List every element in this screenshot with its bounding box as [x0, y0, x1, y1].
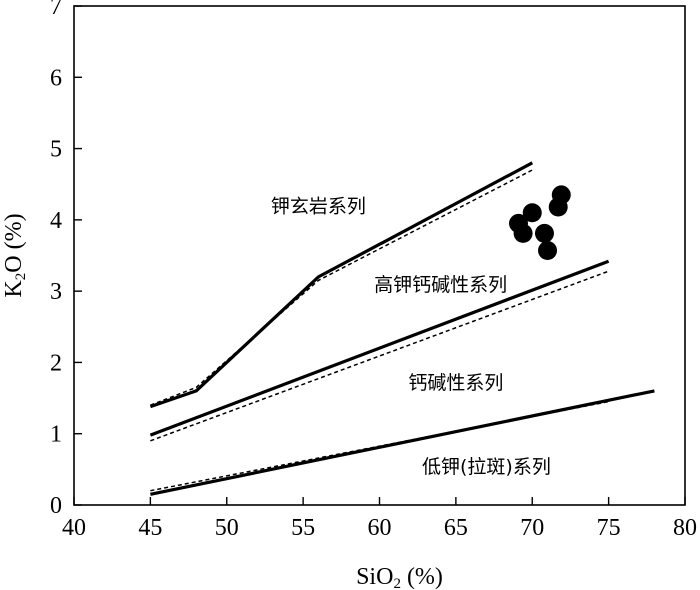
x-axis-title: SiO2 (%)	[356, 564, 443, 590]
sample-point	[534, 223, 554, 243]
y-tick-label: 6	[50, 65, 62, 91]
field-label: 高钾钙碱性系列	[374, 274, 507, 296]
y-tick-label: 2	[50, 350, 62, 376]
x-tick-label: 60	[368, 515, 392, 541]
x-tick-label: 70	[520, 515, 544, 541]
boundary-line-solid	[149, 259, 610, 437]
y-tick-label: 3	[50, 279, 62, 305]
x-tick-label: 55	[291, 515, 315, 541]
y-tick-label: 5	[50, 137, 62, 163]
y-axis-title: K2O (%)	[1, 213, 29, 297]
x-tick-label: 45	[138, 515, 162, 541]
x-tick-label: 50	[215, 515, 239, 541]
y-tick-label: 1	[50, 422, 62, 448]
x-tick-label: 65	[444, 515, 468, 541]
y-tick-label: 0	[50, 493, 62, 519]
boundary-line-solid	[150, 389, 655, 496]
y-tick-label: 7	[50, 0, 62, 20]
x-tick-label: 80	[673, 515, 697, 541]
boundary-lines	[149, 161, 655, 496]
x-tick-label: 40	[62, 515, 86, 541]
boundary-line-dashed	[150, 270, 609, 442]
field-label: 钾玄岩系列	[271, 196, 366, 218]
field-label: 钙碱性系列	[408, 372, 503, 394]
x-tick-label: 75	[597, 515, 621, 541]
sample-point	[538, 241, 558, 261]
sample-points	[509, 185, 571, 261]
sample-point	[551, 185, 571, 205]
sample-point	[522, 203, 542, 223]
boundary-line-solid	[149, 161, 534, 409]
boundary-line-dashed	[150, 169, 533, 406]
field-label: 低钾(拉斑)系列	[422, 456, 551, 478]
boundary-line-dashed	[150, 400, 609, 492]
sample-point	[513, 223, 533, 243]
y-tick-label: 4	[50, 208, 62, 234]
